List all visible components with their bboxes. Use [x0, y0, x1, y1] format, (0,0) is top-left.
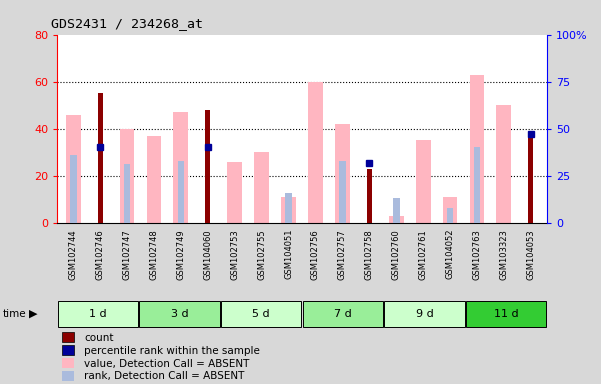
Bar	[447, 208, 453, 223]
Bar	[139, 301, 220, 327]
Text: 7 d: 7 d	[334, 309, 352, 319]
Text: count: count	[84, 333, 114, 343]
Bar	[308, 82, 323, 223]
Bar	[393, 198, 400, 223]
Bar	[281, 197, 296, 223]
Bar	[120, 129, 135, 223]
Bar	[528, 133, 533, 223]
Bar	[221, 301, 302, 327]
Bar	[302, 301, 383, 327]
Bar	[62, 371, 75, 381]
Bar	[469, 74, 484, 223]
Text: GDS2431 / 234268_at: GDS2431 / 234268_at	[51, 17, 203, 30]
Bar	[62, 358, 75, 367]
Bar	[174, 112, 188, 223]
Bar	[285, 193, 292, 223]
Text: percentile rank within the sample: percentile rank within the sample	[84, 346, 260, 356]
Bar	[367, 169, 371, 223]
Bar	[339, 161, 346, 223]
Bar	[254, 152, 269, 223]
Bar	[227, 162, 242, 223]
Bar	[147, 136, 162, 223]
Bar	[58, 301, 138, 327]
Bar	[70, 155, 76, 223]
Bar	[62, 345, 75, 355]
Text: 9 d: 9 d	[415, 309, 433, 319]
Bar	[389, 216, 404, 223]
Bar	[416, 141, 430, 223]
Bar	[66, 114, 81, 223]
Bar	[98, 93, 103, 223]
Text: 11 d: 11 d	[494, 309, 519, 319]
Bar	[384, 301, 465, 327]
Text: value, Detection Call = ABSENT: value, Detection Call = ABSENT	[84, 359, 249, 369]
Text: ▶: ▶	[29, 309, 37, 319]
Text: 3 d: 3 d	[171, 309, 188, 319]
Text: 5 d: 5 d	[252, 309, 270, 319]
Text: 1 d: 1 d	[89, 309, 107, 319]
Bar	[335, 124, 350, 223]
Bar	[206, 110, 210, 223]
Text: rank, Detection Call = ABSENT: rank, Detection Call = ABSENT	[84, 371, 245, 381]
Bar	[466, 301, 546, 327]
Text: time: time	[3, 309, 26, 319]
Bar	[474, 147, 480, 223]
Bar	[177, 161, 185, 223]
Bar	[124, 164, 130, 223]
Bar	[62, 333, 75, 342]
Bar	[496, 105, 511, 223]
Bar	[442, 197, 457, 223]
